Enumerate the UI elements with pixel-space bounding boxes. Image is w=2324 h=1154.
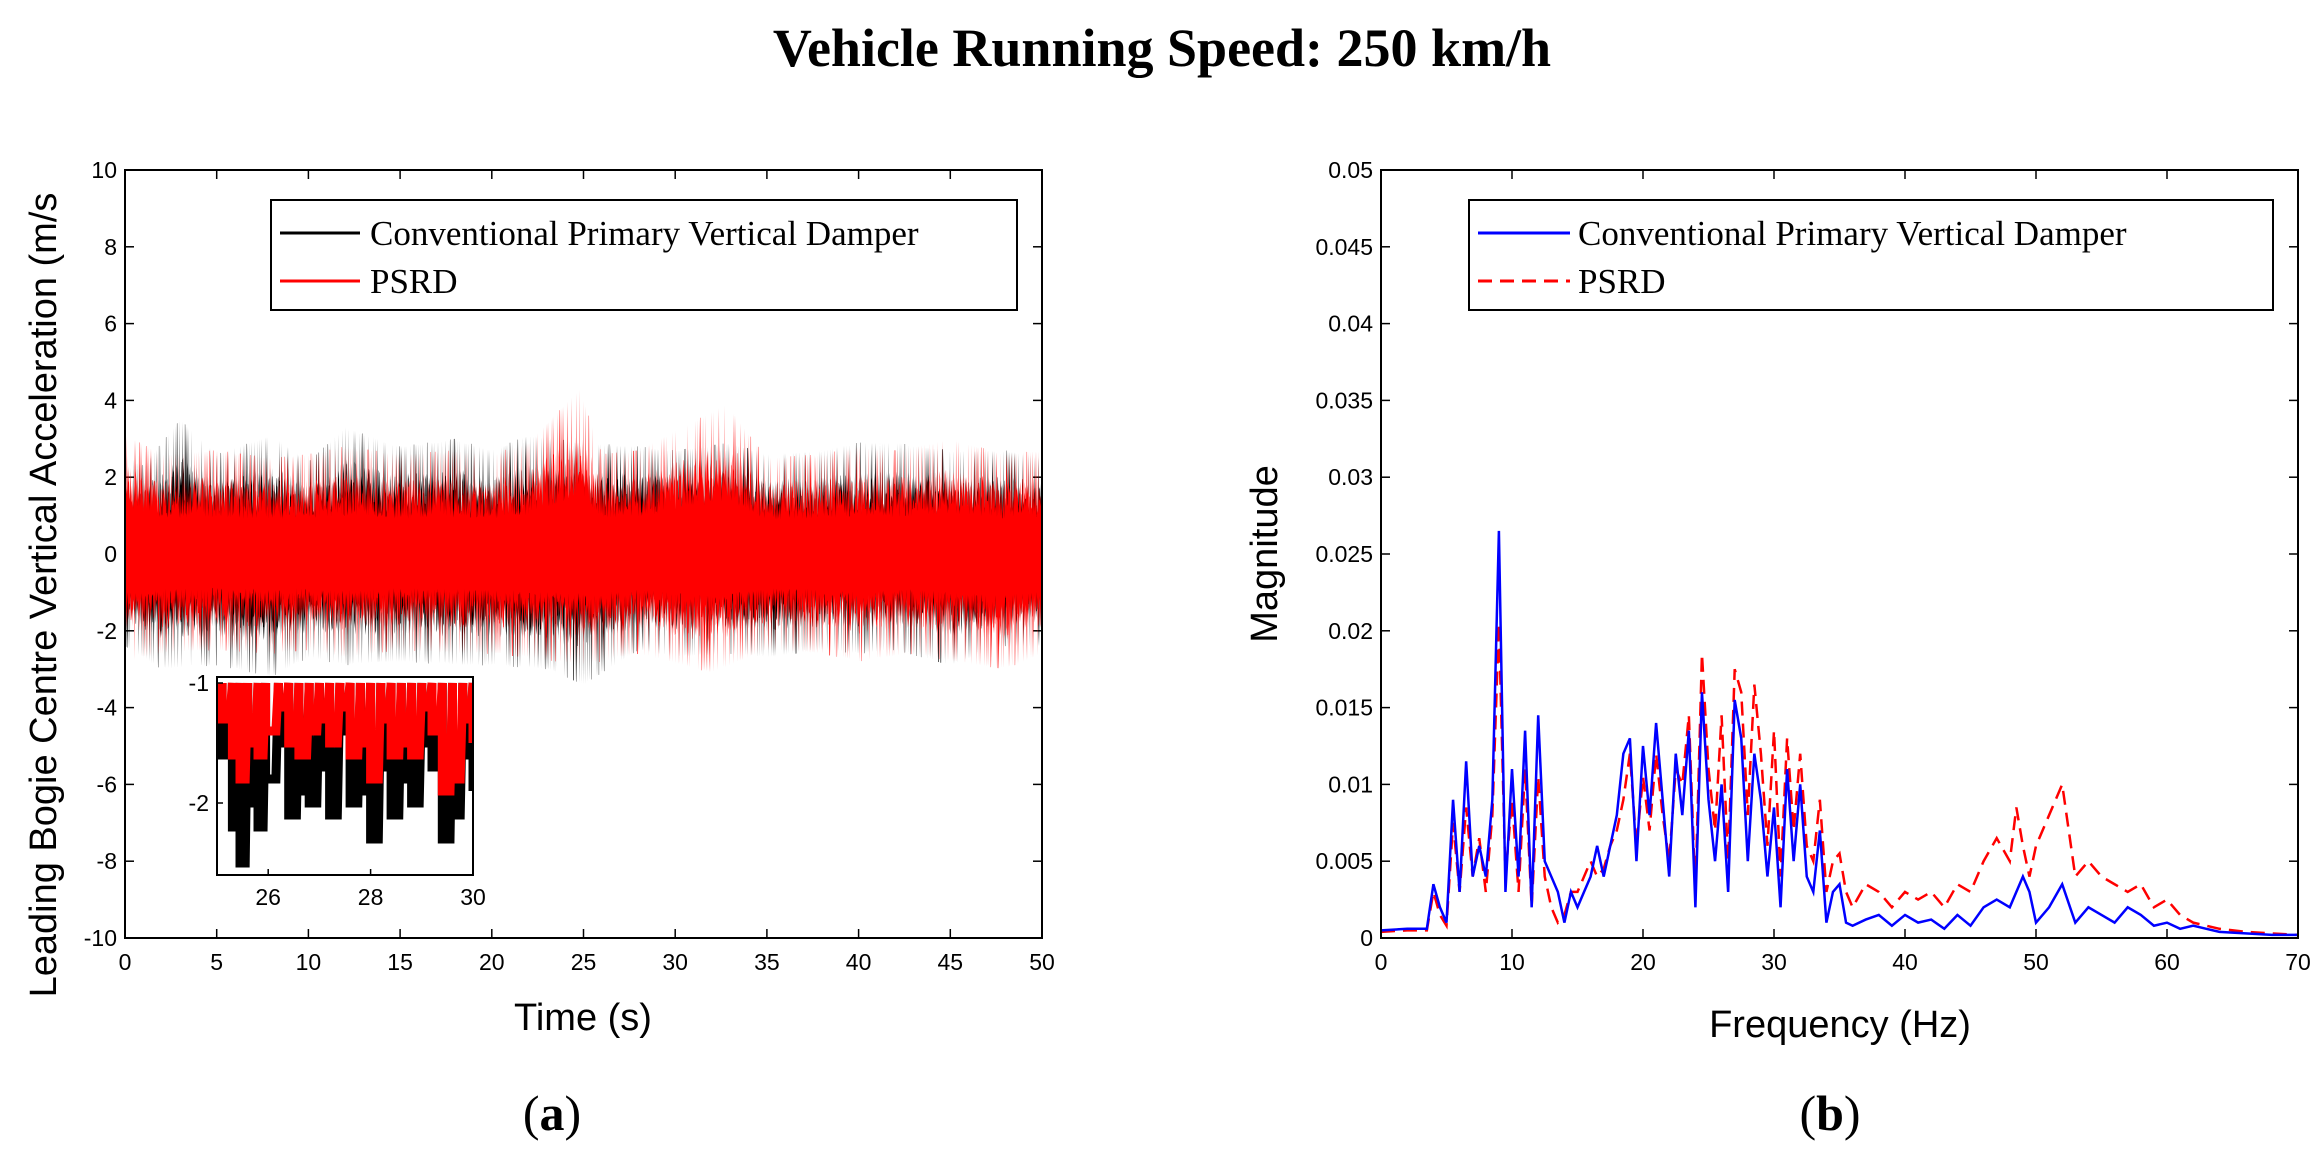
panel-a-legend-box: [270, 199, 1018, 311]
panel-b-y-tick-label: 0.04: [1328, 311, 1373, 337]
panel-b-conventional-series: [1381, 530, 2298, 937]
panel-b-y-tick-label: 0.01: [1328, 771, 1373, 797]
panel-b-x-tick-label: 50: [2023, 949, 2049, 975]
panel-a-y-tick-label: 10: [91, 157, 117, 183]
inset-y-tick-label: -1: [189, 670, 209, 696]
panel-b-y-tick-label: 0.045: [1315, 234, 1373, 260]
panel-a-y-tick-label: 0: [104, 541, 117, 567]
panel-b-y-tick-label: 0.025: [1315, 541, 1373, 567]
panel-a-x-tick-label: 45: [938, 949, 964, 975]
panel-b-y-tick-label: 0.005: [1315, 848, 1373, 874]
panel-a-y-tick-label: -6: [97, 771, 117, 797]
panel-b-x-tick-label: 30: [1761, 949, 1787, 975]
panel-b-frame: [1380, 169, 2299, 939]
panel-a-y-tick-label: 2: [104, 464, 117, 490]
panel-b-label: (b): [1799, 1085, 1860, 1141]
panel-a-y-tick-label: -8: [97, 848, 117, 874]
panel-a-x-tick-label: 35: [754, 949, 780, 975]
panel-b-x-tick-label: 0: [1375, 949, 1388, 975]
panel-a-inset: 26 28 30 -1 -2: [189, 670, 486, 910]
panel-b-y-tick-label: 0: [1360, 925, 1373, 951]
inset-y-tick-label: -2: [189, 790, 209, 816]
panel-a-x-tick-label: 50: [1029, 949, 1055, 975]
panel-a-legend: Conventional Primary Vertical Damper PSR…: [270, 199, 1018, 311]
panel-a-x-tick-label: 10: [296, 949, 322, 975]
figure-title: Vehicle Running Speed: 250 km/h: [773, 18, 1551, 78]
inset-ticks: 26 28 30 -1 -2: [189, 670, 486, 910]
panel-b-y-tick-label: 0.015: [1315, 695, 1373, 721]
panel-a-x-tick-label: 5: [210, 949, 223, 975]
panel-b-x-tick-label: 20: [1630, 949, 1656, 975]
panel-a-label: (a): [523, 1085, 581, 1141]
panel-a-letter: a: [540, 1085, 565, 1141]
legend-a-psrd-label: PSRD: [370, 262, 458, 301]
panel-b-legend: Conventional Primary Vertical Damper PSR…: [1468, 199, 2274, 311]
inset-x-tick-label: 26: [255, 884, 281, 910]
panel-b-psrd-series: [1381, 623, 2298, 937]
panel-b-legend-box: [1468, 199, 2274, 311]
panel-a-x-tick-label: 25: [571, 949, 597, 975]
panel-a-x-tick-label: 20: [479, 949, 505, 975]
panel-b-y-tick-label: 0.02: [1328, 618, 1373, 644]
legend-b-conventional-label: Conventional Primary Vertical Damper: [1578, 214, 2127, 253]
panel-a-psrd-series: [125, 389, 1042, 673]
panel-a-frame: [124, 169, 1043, 939]
legend-a-conventional-label: Conventional Primary Vertical Damper: [370, 214, 919, 253]
panel-a-x-tick-label: 40: [846, 949, 872, 975]
panel-a-x-tick-label: 0: [119, 949, 132, 975]
panel-a-y-label: Leading Bogie Centre Vertical Accelerati…: [23, 193, 65, 998]
inset-frame: [216, 676, 474, 876]
panel-b-x-tick-label: 70: [2285, 949, 2311, 975]
panel-a-y-tick-label: -4: [97, 695, 118, 721]
panel-b-x-tick-label: 10: [1499, 949, 1525, 975]
panel-a-x-tick-label: 30: [662, 949, 688, 975]
panel-a-y-tick-label: 4: [104, 387, 117, 413]
panel-b-y-tick-label: 0.035: [1315, 387, 1373, 413]
panel-a-x-tick-label: 15: [387, 949, 413, 975]
panel-a-y-tick-label: -2: [97, 618, 117, 644]
inset-x-tick-label: 28: [358, 884, 384, 910]
panel-a-x-label: Time (s): [514, 997, 652, 1039]
inset-psrd-series: [217, 682, 473, 796]
panel-b-x-label: Frequency (Hz): [1709, 1004, 1971, 1046]
panel-a-y-tick-label: 6: [104, 311, 117, 337]
panel-b-letter: b: [1816, 1085, 1844, 1141]
panel-a-y-tick-label: -10: [84, 925, 117, 951]
panel-a-y-tick-label: 8: [104, 234, 117, 260]
panel-b-x-tick-label: 60: [2154, 949, 2180, 975]
inset-x-tick-label: 30: [460, 884, 486, 910]
panel-b-y-label: Magnitude: [1244, 465, 1286, 642]
panel-b-chart: 0 10 20 30 40 50 60 70 0.05 0.045 0.04 0.035 0.03 0.0…: [1244, 157, 2311, 1141]
panel-b-y-tick-label: 0.03: [1328, 464, 1373, 490]
legend-b-psrd-label: PSRD: [1578, 262, 1666, 301]
panel-b-y-tick-label: 0.05: [1328, 157, 1373, 183]
panel-b-x-tick-label: 40: [1892, 949, 1918, 975]
panel-b-ticks: 0 10 20 30 40 50 60 70 0.05 0.045 0.04 0.035 0.03 0.0…: [1315, 157, 2310, 975]
